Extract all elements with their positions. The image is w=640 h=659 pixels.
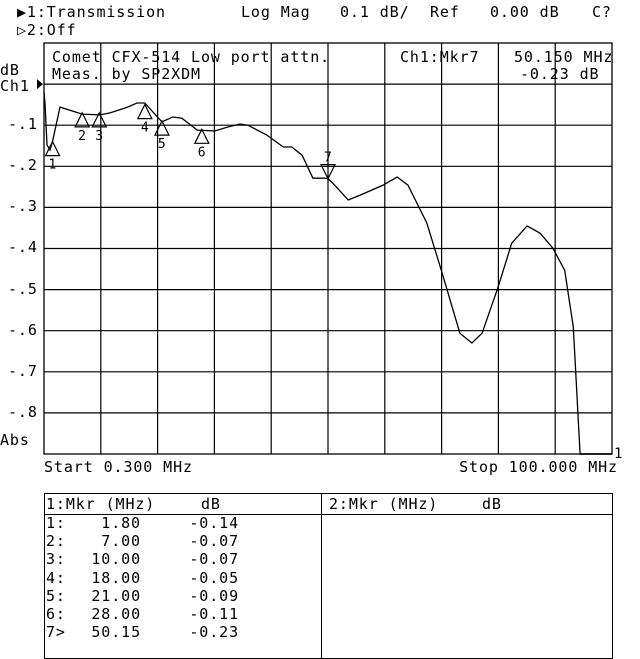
y-tick-label: -.5 — [8, 279, 38, 298]
marker-id: 1: — [46, 514, 66, 532]
marker-7-icon — [320, 164, 336, 180]
marker-db: -0.07 — [189, 532, 239, 551]
marker-db: -0.07 — [189, 550, 239, 569]
cal-status: C? — [592, 3, 612, 21]
y-tick-label: -.6 — [8, 320, 38, 339]
channel1-label[interactable]: ▶1:Transmission — [17, 3, 166, 21]
marker-table: 1:Mkr (MHz) dB 2:Mkr (MHz) dB 1: 1.80 -0… — [44, 493, 613, 659]
title-line-2: Meas. by SP2XDM — [52, 65, 201, 83]
ref-label: Ref — [430, 3, 460, 21]
y-tick-label: -.1 — [8, 115, 38, 134]
title-line-1: Comet CFX-514 Low port attn. — [52, 48, 331, 66]
marker-db: -0.14 — [189, 514, 239, 532]
marker-5-icon — [153, 119, 170, 136]
marker-label: 5 — [158, 137, 167, 152]
y-tick-label: -.8 — [8, 402, 38, 421]
start-freq[interactable]: Start 0.300 MHz — [44, 458, 193, 476]
marker-freq: 18.00 — [91, 568, 141, 587]
marker-3-icon — [91, 111, 108, 128]
ch1-header-mkr: 1:Mkr (MHz) — [46, 495, 156, 513]
marker-id: 5: — [46, 586, 66, 605]
marker-1-icon — [44, 140, 61, 157]
marker-freq: 10.00 — [91, 550, 141, 569]
marker-id: 6: — [46, 605, 66, 623]
trace-line — [43, 92, 612, 455]
marker-id: 7> — [46, 623, 66, 642]
reference-arrow-icon — [37, 79, 43, 90]
ch1-header-db: dB — [201, 495, 221, 513]
marker-id: 2: — [46, 532, 66, 551]
marker-label: 1 — [49, 158, 58, 173]
ch2-header-db: dB — [482, 495, 502, 513]
ch2-header-mkr: 2:Mkr (MHz) — [329, 495, 439, 513]
marker-id: 3: — [46, 550, 66, 569]
active-marker-label: Ch1:Mkr7 — [400, 48, 480, 66]
channel-ref-label: Ch1 — [0, 77, 30, 95]
format-label[interactable]: Log Mag — [241, 3, 311, 21]
marker-db: -0.09 — [189, 586, 239, 605]
marker-label: 4 — [141, 121, 150, 136]
active-marker-freq: 50.150 MHz — [514, 48, 614, 66]
marker-freq: 7.00 — [101, 532, 141, 551]
y-tick-label: -.2 — [8, 156, 38, 175]
marker-6-icon — [193, 127, 210, 144]
marker-table-header: 1:Mkr (MHz) dB 2:Mkr (MHz) dB — [45, 494, 612, 515]
stop-freq[interactable]: Stop 100.000 MHz — [459, 458, 618, 476]
marker-db: -0.11 — [189, 605, 239, 623]
ref-value[interactable]: 0.00 dB — [490, 3, 560, 21]
marker-label: 7 — [324, 151, 333, 166]
active-marker-value: -0.23 dB — [520, 65, 600, 83]
scale-label[interactable]: 0.1 dB/ — [340, 3, 410, 21]
marker-freq: 50.15 — [91, 623, 141, 642]
table-divider — [321, 494, 322, 658]
channel2-label[interactable]: ▷2:Off — [17, 21, 77, 39]
marker-id: 4: — [46, 568, 66, 587]
marker-label: 3 — [95, 129, 104, 144]
marker-label: 6 — [198, 145, 207, 160]
abs-label: Abs — [0, 431, 30, 449]
y-tick-label: -.3 — [8, 197, 38, 216]
y-tick-label: -.7 — [8, 361, 38, 380]
marker-db: -0.05 — [189, 568, 239, 587]
marker-4-icon — [136, 103, 153, 120]
marker-freq: 21.00 — [91, 586, 141, 605]
trace-end-label: 1 — [614, 446, 623, 462]
marker-label: 2 — [78, 129, 87, 144]
marker-freq: 1.80 — [101, 514, 141, 532]
marker-2-icon — [74, 111, 91, 128]
marker-freq: 28.00 — [91, 605, 141, 623]
y-tick-label: -.4 — [8, 238, 38, 257]
y-unit-label: dB — [0, 61, 20, 79]
marker-db: -0.23 — [189, 623, 239, 642]
